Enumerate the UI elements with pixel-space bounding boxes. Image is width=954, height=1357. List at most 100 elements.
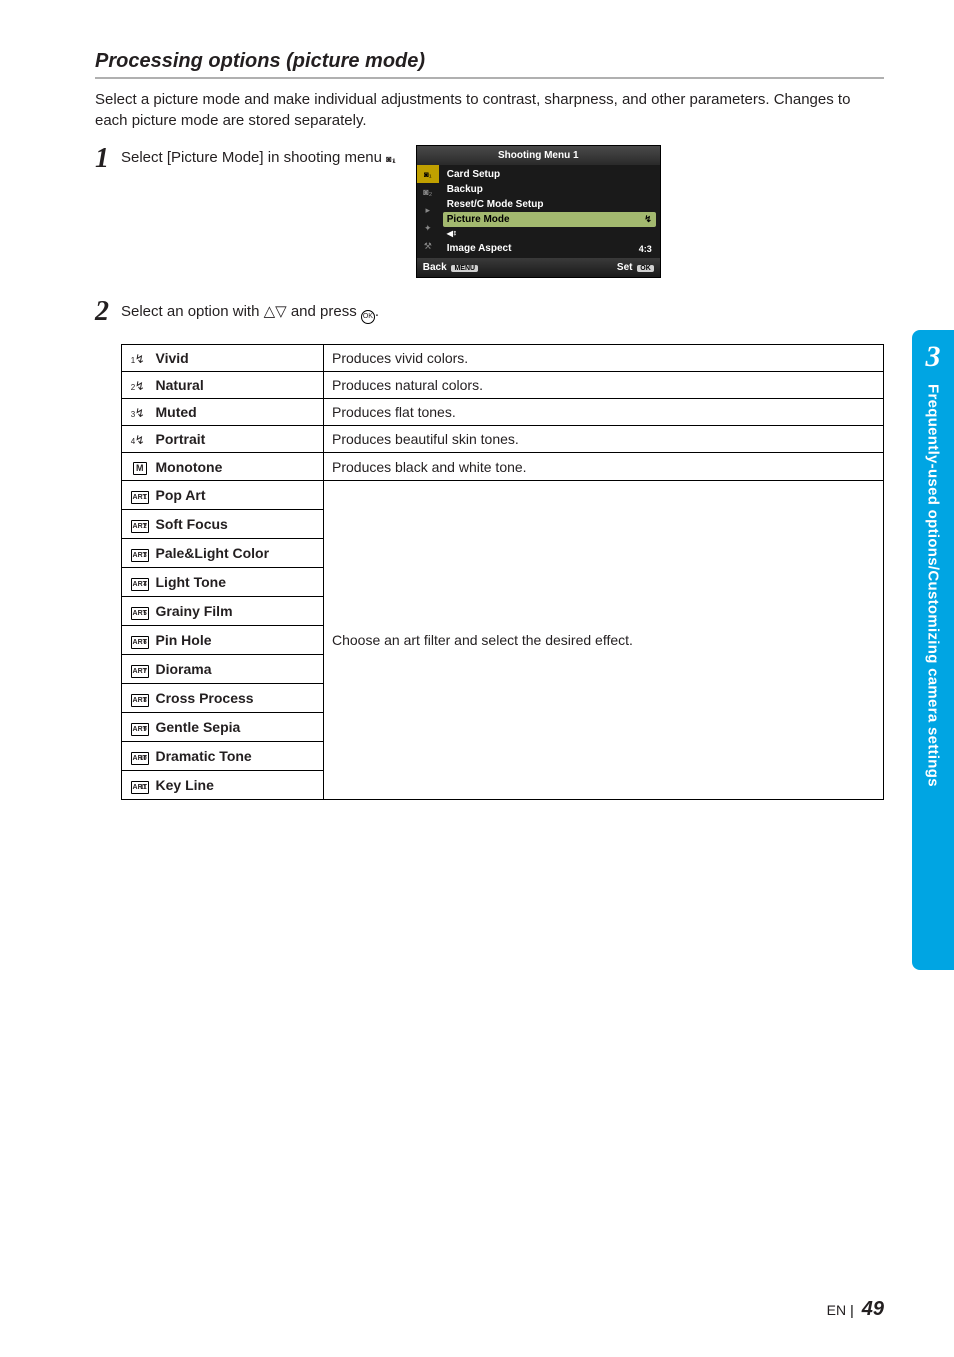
art-label: Dramatic Tone bbox=[154, 742, 324, 771]
camera-menu-tab-3: ▸ bbox=[417, 201, 439, 219]
art-icon-cell: ART4 bbox=[122, 568, 154, 597]
chapter-number: 3 bbox=[926, 342, 941, 372]
picture-mode-icon: 4↯ bbox=[135, 433, 145, 447]
intro-text: Select a picture mode and make individua… bbox=[95, 89, 884, 131]
mode-desc: Produces vivid colors. bbox=[324, 345, 884, 372]
mode-label: Vivid bbox=[154, 345, 324, 372]
monotone-icon: M bbox=[133, 462, 147, 475]
art-filter-icon: ART1 bbox=[131, 491, 149, 504]
menu-item-label: Image Aspect bbox=[447, 243, 512, 254]
footer-lang: EN bbox=[827, 1302, 846, 1318]
mode-label: Portrait bbox=[154, 426, 324, 453]
art-label: Grainy Film bbox=[154, 597, 324, 626]
art-filter-icon: ART11 bbox=[131, 781, 149, 794]
camera-menu-tabs: ◙₁ ◙₂ ▸ ✦ ⚒ bbox=[417, 165, 439, 258]
mode-desc: Produces natural colors. bbox=[324, 372, 884, 399]
menu-pill: MENU bbox=[451, 265, 478, 272]
art-icon-cell: ART9 bbox=[122, 713, 154, 742]
table-row: ART1Pop ArtChoose an art filter and sele… bbox=[122, 481, 884, 510]
camera-menu-item: Reset/C Mode Setup bbox=[443, 197, 656, 212]
art-label: Gentle Sepia bbox=[154, 713, 324, 742]
mode-desc: Produces black and white tone. bbox=[324, 453, 884, 481]
section-heading: Processing options (picture mode) bbox=[95, 50, 884, 79]
art-filter-icon: ART10 bbox=[131, 752, 149, 765]
art-label: Pop Art bbox=[154, 481, 324, 510]
art-filter-icon: ART2 bbox=[131, 520, 149, 533]
art-filter-icon: ART5 bbox=[131, 607, 149, 620]
art-label: Pin Hole bbox=[154, 626, 324, 655]
art-label: Diorama bbox=[154, 655, 324, 684]
camera-menu-back: Back MENU bbox=[423, 262, 478, 273]
table-row: 3↯ MutedProduces flat tones. bbox=[122, 399, 884, 426]
mode-label: Monotone bbox=[154, 453, 324, 481]
camera-menu-set: Set OK bbox=[617, 262, 654, 273]
table-row: 1↯ VividProduces vivid colors. bbox=[122, 345, 884, 372]
art-filter-icon: ART8 bbox=[131, 694, 149, 707]
art-filter-icon: ART7 bbox=[131, 665, 149, 678]
mode-desc: Produces flat tones. bbox=[324, 399, 884, 426]
arrow-icons: △▽ bbox=[264, 303, 287, 320]
art-filter-icon: ART3 bbox=[131, 549, 149, 562]
art-icon-cell: ART6 bbox=[122, 626, 154, 655]
menu-item-label: Backup bbox=[447, 184, 483, 195]
chapter-tab: 3 Frequently-used options/Customizing ca… bbox=[912, 330, 954, 970]
art-label: Light Tone bbox=[154, 568, 324, 597]
step-2-text-mid: and press bbox=[287, 303, 361, 320]
step-2: 2 Select an option with △▽ and press OK. bbox=[95, 298, 884, 326]
mode-label: Natural bbox=[154, 372, 324, 399]
shooting-menu-1-icon: ◙ bbox=[386, 154, 391, 164]
page-footer: EN|49 bbox=[827, 1298, 884, 1321]
chapter-title: Frequently-used options/Customizing came… bbox=[925, 384, 942, 787]
footer-divider: | bbox=[850, 1302, 854, 1318]
camera-menu-list: Card Setup Backup Reset/C Mode Setup Pic… bbox=[439, 165, 660, 258]
step-1-text: Select [Picture Mode] in shooting menu ◙… bbox=[121, 145, 396, 166]
step-1-text-before: Select [Picture Mode] in shooting menu bbox=[121, 149, 386, 166]
mode-icon-cell: 2↯ bbox=[122, 372, 154, 399]
art-icon-cell: ART11 bbox=[122, 771, 154, 800]
step-2-text: Select an option with △▽ and press OK. bbox=[121, 298, 884, 324]
camera-menu-tab-1: ◙₁ bbox=[417, 165, 439, 183]
art-label: Cross Process bbox=[154, 684, 324, 713]
art-label: Key Line bbox=[154, 771, 324, 800]
mode-label: Muted bbox=[154, 399, 324, 426]
step-1: 1 Select [Picture Mode] in shooting menu… bbox=[95, 145, 884, 278]
mode-icon-cell: 3↯ bbox=[122, 399, 154, 426]
art-label: Pale&Light Color bbox=[154, 539, 324, 568]
picture-mode-icon: 1↯ bbox=[135, 352, 145, 366]
art-filter-icon: ART6 bbox=[131, 636, 149, 649]
art-label: Soft Focus bbox=[154, 510, 324, 539]
camera-menu-tab-5: ⚒ bbox=[417, 237, 439, 255]
picture-modes-table: 1↯VividProduces vivid colors.2↯NaturalPr… bbox=[121, 344, 884, 800]
camera-menu-item-highlighted: Picture Mode ↯ bbox=[443, 212, 656, 227]
picture-mode-icon: 2↯ bbox=[135, 379, 145, 393]
art-icon-cell: ART7 bbox=[122, 655, 154, 684]
picture-mode-icon: ↯ bbox=[644, 214, 652, 225]
menu-item-label: Picture Mode bbox=[447, 214, 510, 225]
menu-item-label: Reset/C Mode Setup bbox=[447, 199, 544, 210]
mode-icon-cell: 1↯ bbox=[122, 345, 154, 372]
step-2-text-after: . bbox=[375, 303, 379, 320]
camera-menu-item: Image Aspect 4:3 bbox=[443, 241, 656, 256]
camera-menu-tab-2: ◙₂ bbox=[417, 183, 439, 201]
art-icon-cell: ART1 bbox=[122, 481, 154, 510]
mode-icon-cell: M bbox=[122, 453, 154, 481]
picture-mode-icon: 3↯ bbox=[135, 406, 145, 420]
step-1-number: 1 bbox=[95, 145, 121, 173]
menu-item-value: 4:3 bbox=[639, 244, 652, 254]
art-icon-cell: ART2 bbox=[122, 510, 154, 539]
ok-button-icon: OK bbox=[361, 310, 375, 324]
art-icon-cell: ART3 bbox=[122, 539, 154, 568]
step-2-number: 2 bbox=[95, 298, 121, 326]
mode-icon-cell: 4↯ bbox=[122, 426, 154, 453]
art-filter-icon: ART4 bbox=[131, 578, 149, 591]
camera-menu-item: Card Setup bbox=[443, 167, 656, 182]
art-icon-cell: ART8 bbox=[122, 684, 154, 713]
art-icon-cell: ART5 bbox=[122, 597, 154, 626]
ok-pill: OK bbox=[637, 265, 654, 272]
camera-menu-title: Shooting Menu 1 bbox=[417, 146, 660, 165]
camera-menu-tab-4: ✦ bbox=[417, 219, 439, 237]
camera-menu-item: Backup bbox=[443, 182, 656, 197]
step-2-text-before: Select an option with bbox=[121, 303, 264, 320]
table-row: M MonotoneProduces black and white tone. bbox=[122, 453, 884, 481]
table-row: 4↯PortraitProduces beautiful skin tones. bbox=[122, 426, 884, 453]
